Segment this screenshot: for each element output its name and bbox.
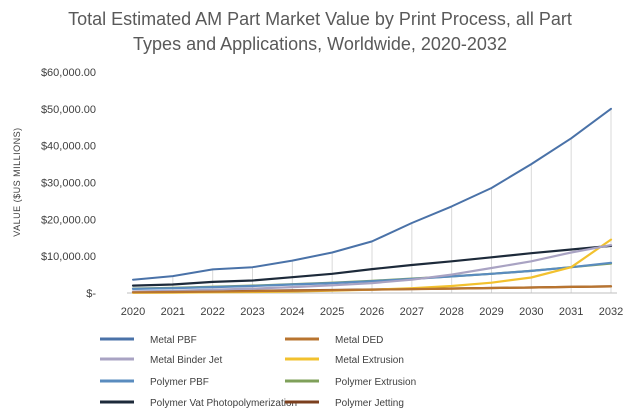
x-tick-label: 2023: [240, 306, 264, 318]
x-tick-label: 2021: [161, 306, 185, 318]
legend-label: Polymer PBF: [150, 377, 209, 388]
series-line-metal-ded: [131, 285, 613, 294]
legend: Metal PBF Metal DED Metal Binder Jet Metal …: [100, 335, 416, 409]
legend-label: Metal DED: [335, 335, 383, 346]
y-tick-label: $50,000.00: [41, 104, 96, 116]
x-tick-label: 2022: [200, 306, 224, 318]
x-tick-label: 2031: [559, 306, 583, 318]
series-line-metal-binder-jet: [131, 244, 613, 293]
legend-label: Polymer Vat Photopolymerization: [150, 398, 297, 409]
legend-item: Metal Binder Jet: [100, 355, 222, 366]
x-tick-label: 2025: [320, 306, 344, 318]
series-line-metal-pbf: [132, 107, 612, 281]
chart-title-line-1: Total Estimated AM Part Market Value by …: [68, 9, 572, 29]
legend-label: Polymer Extrusion: [335, 377, 416, 388]
x-tick-label: 2028: [439, 306, 463, 318]
series-line-polymer-vat-photopolymerization: [131, 244, 613, 287]
legend-label: Metal PBF: [150, 335, 197, 346]
y-tick-label: $10,000.00: [41, 251, 96, 263]
x-tick-label: 2030: [519, 306, 543, 318]
chart-title-line-2: Types and Applications, Worldwide, 2020-…: [133, 34, 507, 54]
x-tick-label: 2026: [360, 306, 384, 318]
x-tick-label: 2024: [280, 306, 304, 318]
legend-item: Polymer PBF: [100, 377, 209, 388]
y-axis-title: VALUE ($US MILLIONS): [12, 127, 22, 236]
legend-label: Metal Extrusion: [335, 355, 404, 366]
y-tick-label: $30,000.00: [41, 178, 96, 190]
y-tick-label: $-: [86, 288, 96, 300]
legend-item: Metal DED: [285, 335, 383, 346]
legend-item: Polymer Vat Photopolymerization: [100, 398, 297, 409]
legend-label: Polymer Jetting: [335, 398, 404, 409]
y-tick-label: $20,000.00: [41, 214, 96, 226]
chart-title: Total Estimated AM Part Market Value by …: [68, 9, 572, 54]
legend-item: Polymer Extrusion: [285, 377, 416, 388]
plot-area: $- $10,000.00 $20,000.00 $30,000.00 $40,000.…: [41, 67, 623, 318]
x-tick-label: 2020: [121, 306, 145, 318]
x-tick-label: 2027: [400, 306, 424, 318]
legend-label: Metal Binder Jet: [150, 355, 222, 366]
legend-item: Polymer Jetting: [285, 398, 404, 409]
legend-item: Metal PBF: [100, 335, 197, 346]
y-tick-label: $60,000.00: [41, 67, 96, 79]
series-line-polymer-pbf: [131, 261, 613, 290]
y-tick-label: $40,000.00: [41, 141, 96, 153]
legend-item: Metal Extrusion: [285, 355, 404, 366]
x-tick-label: 2032: [599, 306, 623, 318]
x-tick-label: 2029: [479, 306, 503, 318]
